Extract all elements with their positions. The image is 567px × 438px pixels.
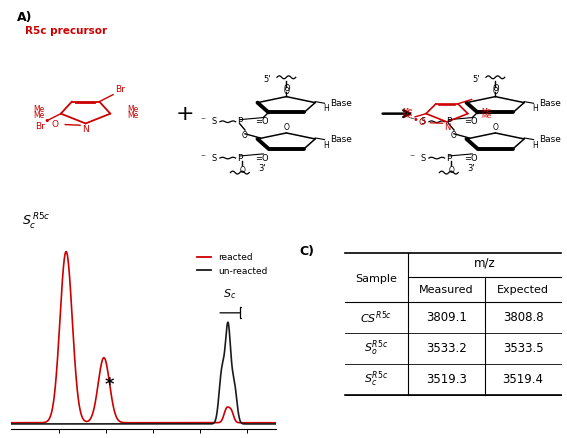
- Text: Me: Me: [402, 113, 412, 119]
- Text: 5': 5': [263, 75, 270, 84]
- Text: Measured: Measured: [419, 285, 473, 295]
- Text: •: •: [413, 115, 418, 125]
- Text: S: S: [211, 154, 216, 162]
- Text: $\mathit{S}_c^{\mathit{R5c}}$: $\mathit{S}_c^{\mathit{R5c}}$: [364, 370, 388, 389]
- Text: Me: Me: [402, 108, 412, 113]
- Text: $\mathit{S}_c$: $\mathit{S}_c$: [223, 287, 236, 301]
- Text: ⁻: ⁻: [201, 153, 206, 163]
- Text: N: N: [444, 123, 450, 132]
- Text: 3': 3': [467, 163, 475, 173]
- Text: H: H: [323, 141, 329, 150]
- Text: O: O: [448, 166, 454, 175]
- Text: O: O: [283, 84, 290, 93]
- Text: 3519.4: 3519.4: [502, 373, 544, 386]
- Text: 3519.3: 3519.3: [426, 373, 467, 386]
- Text: Me: Me: [33, 111, 44, 120]
- Text: P: P: [237, 117, 243, 126]
- Text: A): A): [17, 11, 32, 24]
- Text: Br: Br: [115, 85, 125, 94]
- Text: ⁻: ⁻: [410, 153, 415, 163]
- Text: $\mathit{S}_c^{\,R5c}$: $\mathit{S}_c^{\,R5c}$: [22, 212, 50, 232]
- Text: S: S: [420, 154, 425, 162]
- Text: =O: =O: [256, 117, 269, 126]
- Text: O: O: [284, 123, 289, 132]
- Text: $\mathit{S}_o^{\mathit{R5c}}$: $\mathit{S}_o^{\mathit{R5c}}$: [364, 339, 388, 358]
- Text: ⁻: ⁻: [410, 117, 415, 127]
- Text: P: P: [446, 154, 451, 162]
- Text: O: O: [451, 131, 457, 140]
- Text: O: O: [239, 166, 246, 175]
- Text: S: S: [420, 117, 425, 126]
- Text: N: N: [82, 124, 89, 134]
- Text: H: H: [532, 104, 538, 113]
- Text: P: P: [237, 154, 243, 162]
- Text: 3809.1: 3809.1: [426, 311, 467, 324]
- Text: Expected: Expected: [497, 285, 549, 295]
- Text: =O: =O: [464, 154, 478, 162]
- Text: =O: =O: [256, 154, 269, 162]
- Text: Me: Me: [481, 113, 492, 119]
- Text: Me: Me: [481, 108, 492, 113]
- Text: P: P: [446, 117, 451, 126]
- Text: 3533.5: 3533.5: [503, 342, 543, 355]
- Text: O: O: [419, 118, 425, 127]
- Text: =O: =O: [464, 117, 478, 126]
- Text: 3': 3': [258, 163, 266, 173]
- Text: Me: Me: [127, 105, 138, 114]
- Text: *: *: [105, 376, 115, 394]
- Text: +: +: [175, 104, 194, 124]
- Text: 5': 5': [472, 75, 480, 84]
- Text: H: H: [323, 104, 329, 113]
- Text: 3808.8: 3808.8: [503, 311, 543, 324]
- Text: Base: Base: [329, 99, 352, 108]
- Text: S: S: [211, 117, 216, 126]
- Text: O: O: [492, 84, 498, 93]
- Text: Base: Base: [329, 135, 352, 144]
- Text: Base: Base: [539, 99, 561, 108]
- Text: Base: Base: [539, 135, 561, 144]
- Text: Br: Br: [36, 122, 45, 131]
- Text: ⁻: ⁻: [201, 117, 206, 127]
- Text: C): C): [299, 245, 315, 258]
- Text: •: •: [44, 116, 50, 126]
- Text: R5c precursor: R5c precursor: [25, 26, 107, 36]
- Text: Me: Me: [127, 111, 138, 120]
- Text: 3533.2: 3533.2: [426, 342, 467, 355]
- Text: O: O: [242, 131, 248, 140]
- Text: O: O: [52, 120, 59, 129]
- Text: O: O: [492, 87, 498, 95]
- Legend: reacted, un-reacted: reacted, un-reacted: [194, 250, 271, 279]
- Text: H: H: [532, 141, 538, 150]
- Text: O: O: [492, 123, 498, 132]
- Text: Me: Me: [33, 105, 44, 114]
- Text: Sample: Sample: [356, 274, 397, 284]
- Text: $\mathit{CS}^{\mathit{R5c}}$: $\mathit{CS}^{\mathit{R5c}}$: [360, 309, 392, 326]
- Text: m/z: m/z: [474, 257, 496, 269]
- Text: O: O: [284, 87, 289, 95]
